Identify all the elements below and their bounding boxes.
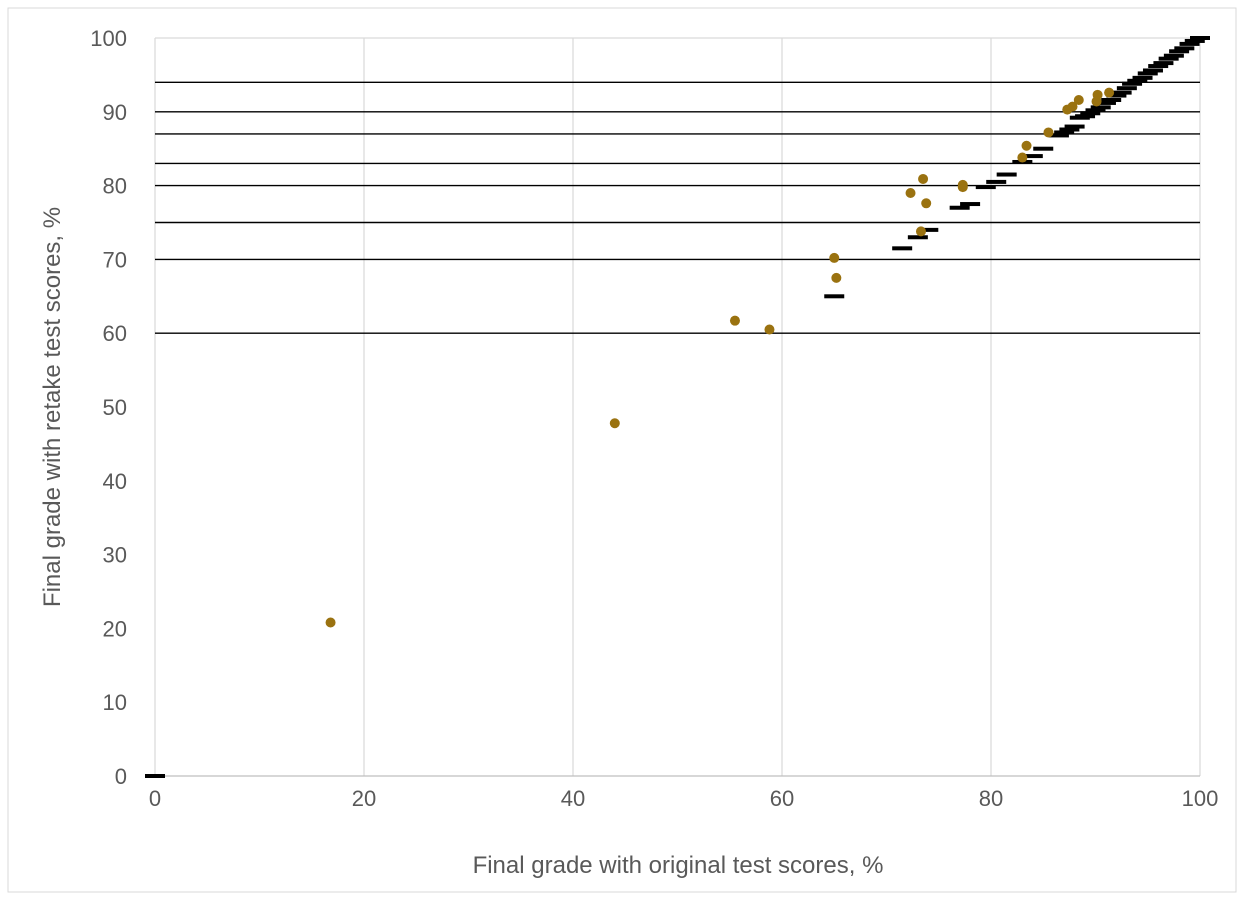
y-axis-title: Final grade with retake test scores, % (39, 207, 66, 607)
dash-marker (960, 202, 981, 207)
dash-marker (1148, 64, 1169, 69)
dash-marker (1169, 49, 1190, 54)
grade-cutoff-lines (155, 81, 1200, 334)
dash-marker (1059, 127, 1080, 132)
dash-marker (975, 185, 996, 190)
dash-marker (1080, 111, 1101, 116)
dash-marker (1132, 75, 1153, 80)
dash-marker (1111, 90, 1132, 95)
data-points (145, 36, 1210, 778)
circle-marker (1067, 101, 1078, 112)
circle-marker (957, 179, 968, 190)
x-tick-label: 80 (979, 786, 1003, 811)
dash-marker (1022, 154, 1043, 159)
circle-marker (325, 617, 336, 628)
y-tick-label: 0 (115, 764, 127, 789)
circle-marker (915, 226, 926, 237)
dash-marker (1054, 130, 1075, 135)
dash-marker (1106, 93, 1127, 98)
dash-marker (1090, 105, 1111, 110)
circle-marker (918, 173, 929, 184)
dash-marker (1122, 81, 1143, 86)
dash-marker (1075, 114, 1096, 119)
circle-marker (729, 315, 740, 326)
chart-border (7, 7, 1237, 893)
circle-marker (764, 324, 775, 335)
dash-marker (1095, 100, 1116, 105)
y-tick-label: 30 (103, 543, 127, 568)
dash-marker (1101, 97, 1122, 102)
y-tick-label: 100 (90, 26, 127, 51)
circle-marker (1073, 94, 1084, 105)
circle-marker (921, 198, 932, 209)
dash-marker (949, 205, 970, 210)
dash-marker (1142, 68, 1163, 73)
circle-marker (1021, 140, 1032, 151)
dash-marker (986, 179, 1007, 184)
circle-marker (1043, 127, 1054, 138)
dash-marker (1085, 108, 1106, 113)
dash-marker (1184, 38, 1205, 43)
dash-marker (1179, 41, 1200, 46)
x-tick-label: 60 (770, 786, 794, 811)
circle-marker (1092, 89, 1103, 100)
y-tick-label: 70 (103, 247, 127, 272)
dash-marker (1163, 53, 1184, 58)
dash-marker (1190, 36, 1210, 40)
dash-marker (1033, 146, 1054, 151)
dash-marker (1116, 86, 1137, 91)
tick-labels: 0 20 40 60 80 100 0 10 20 30 40 50 60 70 80 90 100 (90, 26, 1218, 811)
dash-marker (824, 294, 845, 299)
dash-marker (1174, 46, 1195, 51)
dash-marker (907, 235, 928, 240)
circle-marker (829, 252, 840, 263)
circle-marker (1017, 152, 1028, 163)
gridlines (154, 37, 1201, 776)
y-tick-label: 80 (103, 174, 127, 199)
circle-marker (831, 272, 842, 283)
dash-marker (1064, 124, 1085, 129)
circle-marker (905, 187, 916, 198)
x-tick-label: 20 (352, 786, 376, 811)
dash-marker (1153, 61, 1174, 66)
y-tick-label: 40 (103, 469, 127, 494)
dash-marker (996, 172, 1017, 177)
dash-marker (1137, 71, 1158, 76)
y-tick-label: 10 (103, 690, 127, 715)
x-tick-label: 40 (561, 786, 585, 811)
dash-marker (1048, 133, 1069, 138)
y-tick-label: 90 (103, 100, 127, 125)
dash-marker (918, 227, 939, 232)
y-tick-label: 50 (103, 395, 127, 420)
x-tick-label: 0 (149, 786, 161, 811)
y-tick-label: 60 (103, 321, 127, 346)
x-axis-title: Final grade with original test scores, % (473, 852, 884, 879)
x-tick-label: 100 (1182, 786, 1219, 811)
dash-marker (1158, 56, 1179, 61)
dash-marker (145, 774, 165, 778)
dash-marker (892, 246, 913, 251)
y-tick-label: 20 (103, 616, 127, 641)
circle-marker (609, 418, 620, 429)
circle-marker (1104, 87, 1115, 98)
dash-marker (1127, 78, 1148, 83)
